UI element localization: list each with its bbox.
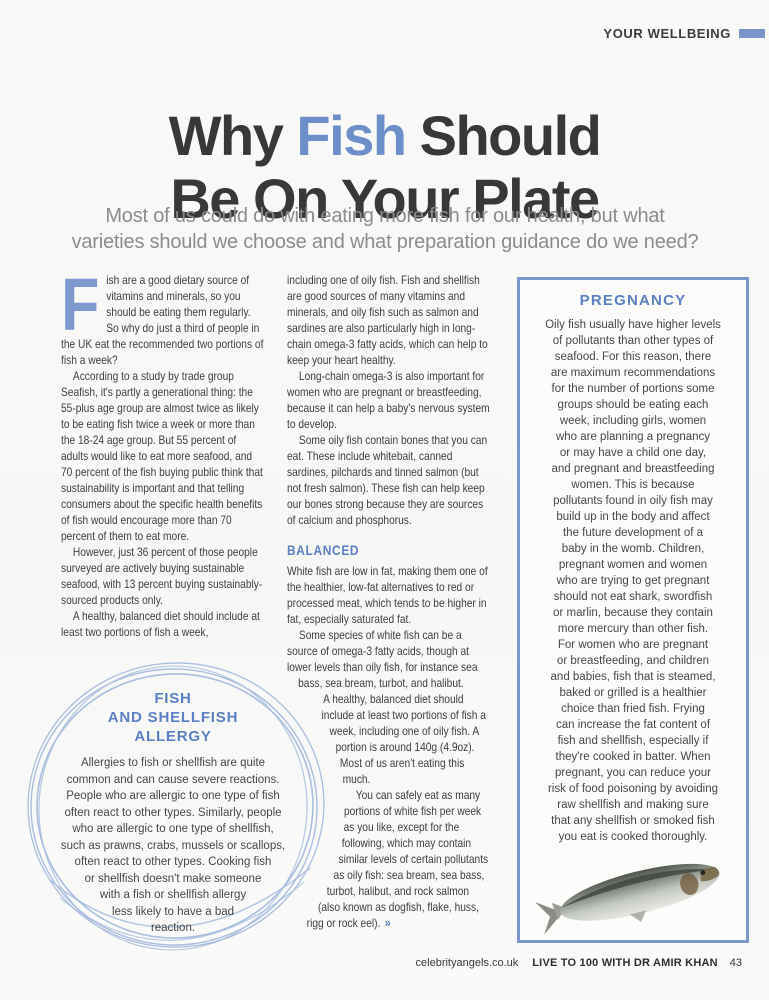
footer-publication: LIVE TO 100 WITH DR AMIR KHAN bbox=[532, 957, 718, 969]
fish-head bbox=[700, 866, 719, 882]
pregnancy-body: Oily fish usually have higher levels of … bbox=[545, 319, 721, 843]
allergy-circle-content: FISH AND SHELLFISH ALLERGY Allergies to … bbox=[40, 689, 306, 937]
paragraph: White fish are low in fat, making them o… bbox=[287, 564, 488, 626]
subheading-balanced: BALANCED bbox=[287, 542, 360, 558]
fish-photo bbox=[530, 849, 736, 935]
footer-website: celebrityangels.co.uk bbox=[415, 957, 519, 969]
pregnancy-sidebar: PREGNANCY Oily fish usually have higher … bbox=[517, 277, 749, 943]
continue-reading-icon: » bbox=[384, 915, 391, 930]
section-accent-bar bbox=[739, 29, 765, 38]
paragraph: According to a study by trade group Seaf… bbox=[61, 369, 263, 543]
paragraph: Some oily fish contain bones that you ca… bbox=[287, 433, 488, 527]
allergy-body: Allergies to fish or shellfish are quite… bbox=[60, 757, 286, 934]
section-label: YOUR WELLBEING bbox=[603, 26, 731, 41]
paragraph: A healthy, balanced diet should include … bbox=[61, 609, 260, 639]
standfirst: Most of us could do with eating more fis… bbox=[71, 205, 699, 253]
fish-tail bbox=[535, 901, 563, 935]
body-column-2: including one of oily fish. Fish and she… bbox=[287, 272, 491, 978]
page-title: Why Fish Should Be On Your Plate bbox=[0, 104, 769, 230]
title-line1-post: Should bbox=[405, 103, 602, 167]
paragraph: However, just 36 percent of those people… bbox=[61, 545, 263, 607]
paragraph: Long-chain omega-3 is also important for… bbox=[287, 369, 490, 431]
allergy-heading: FISH AND SHELLFISH ALLERGY bbox=[107, 690, 239, 745]
page-footer: celebrityangels.co.uk LIVE TO 100 WITH D… bbox=[416, 957, 742, 969]
title-accent-word: Fish bbox=[296, 103, 407, 167]
paragraph: including one of oily fish. Fish and she… bbox=[287, 273, 488, 367]
section-header: YOUR WELLBEING bbox=[603, 26, 765, 41]
drop-cap: F bbox=[61, 263, 100, 346]
fish-body bbox=[560, 863, 720, 921]
fish-eye bbox=[700, 870, 706, 875]
title-line2: Be On Your Plate bbox=[170, 166, 600, 230]
paragraph: You can safely eat as many portions of w… bbox=[287, 787, 491, 931]
pregnancy-heading: PREGNANCY bbox=[579, 292, 687, 309]
paragraph: Some species of white fish can be a sour… bbox=[287, 628, 478, 690]
page-number: 43 bbox=[729, 957, 742, 969]
fish-gill bbox=[680, 873, 699, 895]
paragraph-text: ish are a good dietary source of vitamin… bbox=[61, 273, 264, 367]
title-line1-pre: Why bbox=[168, 103, 297, 167]
paragraph: A healthy, balanced diet should include … bbox=[321, 692, 486, 786]
fish-image bbox=[535, 863, 720, 935]
paragraph-text: You can safely eat as many portions of w… bbox=[306, 788, 489, 930]
allergy-circle-rings bbox=[27, 662, 325, 951]
